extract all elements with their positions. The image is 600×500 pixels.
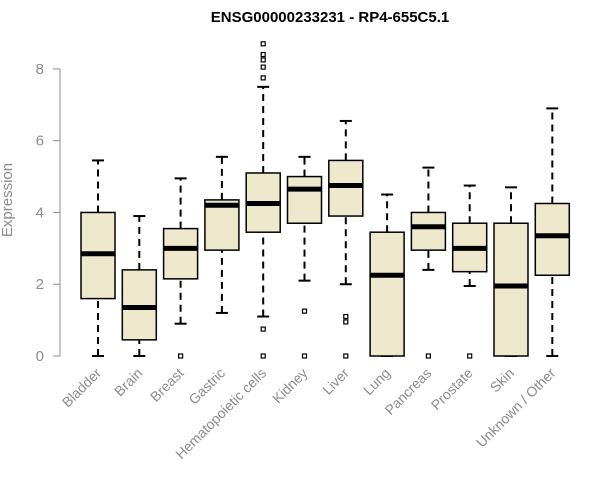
box — [328, 159, 364, 217]
x-tick-label: Liver — [319, 365, 352, 398]
y-tick-label: 4 — [36, 204, 44, 221]
box-group — [328, 119, 364, 359]
box-group — [80, 159, 116, 357]
outlier-point — [301, 308, 308, 314]
box-group — [121, 215, 158, 357]
y-tick-label: 2 — [36, 276, 44, 293]
outlier-point — [301, 353, 308, 359]
outlier-point — [178, 353, 184, 359]
outlier-point — [260, 353, 266, 359]
outlier-point — [467, 353, 473, 359]
y-tick-label: 0 — [36, 348, 44, 365]
outlier-point — [260, 51, 266, 58]
chart-title: ENSG00000233231 - RP4-655C5.1 — [211, 9, 450, 26]
y-tick-label: 6 — [36, 133, 44, 150]
outlier-point — [343, 353, 349, 359]
outlier-point — [425, 353, 431, 359]
box-group — [245, 41, 281, 359]
box-group — [534, 107, 571, 357]
boxes-group — [80, 41, 571, 359]
box — [162, 227, 199, 280]
box — [286, 175, 323, 224]
x-tick-label: Kidney — [269, 365, 311, 407]
outlier-point — [260, 326, 266, 332]
outlier-point — [343, 319, 349, 325]
box-group — [204, 155, 240, 314]
box-group — [286, 155, 323, 359]
box — [121, 269, 158, 341]
box — [493, 222, 529, 357]
box-group — [410, 166, 447, 359]
x-tick-label: Prostate — [428, 365, 476, 413]
box-group — [493, 186, 529, 357]
box-group — [369, 193, 405, 357]
box-group — [162, 177, 199, 359]
outlier-point — [260, 41, 266, 47]
x-tick-label: Brain — [111, 365, 145, 399]
box — [204, 199, 240, 251]
x-tick-label: Breast — [147, 365, 187, 405]
y-axis-label: Expression — [0, 163, 16, 237]
box — [534, 202, 571, 277]
box-group — [451, 184, 488, 359]
box — [369, 231, 405, 357]
y-tick-label: 8 — [36, 61, 44, 78]
x-tick-label: Bladder — [59, 365, 105, 411]
outlier-point — [343, 313, 349, 320]
outlier-point — [260, 57, 266, 63]
y-axis: 0 2 4 6 8 — [36, 61, 61, 365]
outlier-point — [260, 64, 266, 70]
x-tick-label: Skin — [487, 365, 518, 396]
outlier-point — [260, 75, 266, 81]
box — [410, 211, 447, 251]
x-tick-label: Lung — [360, 365, 393, 398]
